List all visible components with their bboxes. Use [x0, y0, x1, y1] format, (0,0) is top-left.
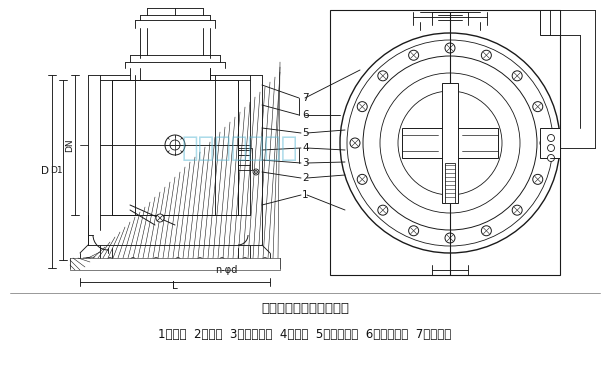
Text: D: D: [41, 166, 49, 176]
Circle shape: [409, 226, 419, 236]
Bar: [330, 10, 560, 275]
Circle shape: [512, 71, 522, 81]
Circle shape: [445, 233, 455, 243]
Bar: [540, 10, 560, 35]
Circle shape: [547, 145, 555, 152]
Circle shape: [357, 175, 367, 184]
Bar: [112, 80, 238, 215]
Circle shape: [533, 101, 543, 112]
Circle shape: [547, 134, 555, 141]
Circle shape: [409, 50, 419, 60]
Text: 1、阀体  2、阀板  3、缓闭阀板  4、阀轴  5、旁通组件  6、控制部件  7、控制杆: 1、阀体 2、阀板 3、缓闭阀板 4、阀轴 5、旁通组件 6、控制部件 7、控制…: [158, 328, 452, 341]
Circle shape: [350, 138, 360, 148]
Circle shape: [156, 214, 164, 222]
Text: 6: 6: [302, 110, 309, 120]
Text: 2: 2: [302, 173, 309, 183]
Bar: [402, 128, 498, 158]
Text: 5: 5: [302, 128, 309, 138]
Circle shape: [533, 175, 543, 184]
Circle shape: [357, 101, 367, 112]
Text: 1: 1: [302, 190, 309, 200]
Bar: [112, 80, 238, 215]
Circle shape: [255, 170, 257, 173]
Text: DN: DN: [65, 138, 75, 152]
Bar: [70, 258, 280, 270]
Text: D1: D1: [49, 166, 62, 175]
Bar: [540, 128, 560, 158]
Circle shape: [540, 138, 550, 148]
Text: 上海泸山阀门厂: 上海泸山阀门厂: [182, 134, 298, 162]
Circle shape: [547, 155, 555, 162]
Circle shape: [378, 205, 388, 215]
Circle shape: [512, 205, 522, 215]
Circle shape: [481, 226, 491, 236]
Circle shape: [445, 43, 455, 53]
Text: 7: 7: [302, 93, 309, 103]
Text: 管力阀膜片式结构原理图: 管力阀膜片式结构原理图: [261, 301, 349, 314]
Bar: [238, 148, 252, 170]
Bar: [442, 83, 458, 203]
Circle shape: [481, 50, 491, 60]
Text: 4: 4: [302, 143, 309, 153]
Text: 3: 3: [302, 158, 309, 168]
Circle shape: [378, 71, 388, 81]
Bar: [445, 163, 455, 203]
Text: n-φd: n-φd: [215, 265, 238, 275]
Text: L: L: [172, 281, 178, 291]
